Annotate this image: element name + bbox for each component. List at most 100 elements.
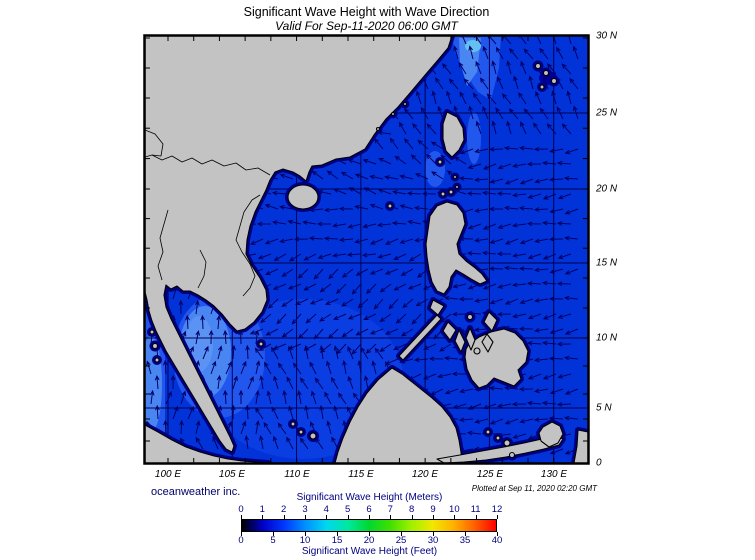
islet	[290, 421, 296, 427]
island-borneo	[334, 367, 463, 463]
colorbar-feet-tick-label: 20	[363, 535, 375, 546]
lon-label: 115 E	[348, 469, 374, 480]
island-mindanao	[464, 328, 529, 389]
island-hainan	[287, 184, 319, 210]
colorbar-meters-tick-label: 2	[281, 504, 287, 515]
island-andaman	[154, 357, 160, 363]
colorbar-tick	[475, 515, 477, 519]
island-masbate	[466, 313, 474, 321]
colorbar-tick	[241, 515, 242, 519]
colorbar-meters-tick-label: 0	[238, 504, 244, 515]
islet	[402, 101, 408, 107]
islet	[390, 111, 396, 117]
map-subtitle: Valid For Sep-11-2020 06:00 GMT	[275, 19, 458, 33]
colorbar-title-feet: Significant Wave Height (Feet)	[301, 546, 438, 557]
colorbar-feet-tick-label: 5	[270, 535, 276, 546]
colorbar-meters-tick-label: 8	[409, 504, 415, 515]
colorbar-tick	[390, 515, 392, 519]
colorbar-tick	[326, 515, 328, 519]
plotted-timestamp: Plotted at Sep 11, 2020 02:20 GMT	[471, 484, 597, 493]
colorbar-tick	[305, 532, 306, 536]
colorbar-tick	[497, 515, 498, 519]
colorbar-meters-tick-label: 10	[449, 504, 460, 515]
colorbar-tick	[433, 515, 434, 519]
island-leyte	[481, 333, 494, 353]
colorbar-title-meters: Significant Wave Height (Meters)	[296, 492, 443, 503]
island-luzon	[425, 201, 488, 295]
colorbar-meters-tick-label: 4	[323, 504, 329, 515]
country-borders	[145, 129, 271, 297]
colorbar-tick	[337, 532, 338, 536]
map-edge-ticks	[145, 36, 588, 463]
island-negros	[454, 329, 466, 353]
island-ryukyu	[550, 77, 558, 85]
lat-label: 5 N	[596, 402, 612, 414]
colorbar-meters-tick-label: 12	[491, 504, 503, 515]
island-mindoro	[429, 299, 445, 316]
island-ryukyu	[539, 84, 545, 90]
map-title: Significant Wave Height with Wave Direct…	[243, 5, 490, 19]
islet	[508, 451, 516, 459]
colorbar-tick	[369, 532, 370, 536]
colorbar-feet-tick-label: 35	[459, 535, 471, 546]
island-palawan	[398, 314, 442, 361]
lat-label: 30 N	[596, 30, 618, 42]
lon-label: 125 E	[476, 469, 504, 480]
lon-label: 110 E	[284, 469, 310, 480]
lat-label: 25 N	[596, 107, 618, 119]
colorbar-gradient	[241, 519, 497, 532]
colorbar-tick	[241, 532, 242, 536]
island-ryukyu	[534, 62, 542, 70]
colorbar-tick	[273, 532, 274, 536]
island-panay	[442, 321, 457, 341]
colorbar-feet-tick-label: 0	[238, 535, 244, 546]
island-samar	[483, 311, 498, 332]
lat-label: 10 N	[596, 332, 618, 344]
island-penghu	[437, 159, 443, 165]
island-andaman	[149, 329, 155, 335]
colorbar-feet-tick-label: 30	[427, 535, 439, 546]
colorbar-tick	[347, 515, 349, 519]
island-pratas	[387, 203, 393, 209]
island-condao	[258, 341, 264, 347]
colorbar-tick	[465, 532, 466, 536]
lat-label: 0	[596, 457, 602, 469]
lon-label: 120 E	[411, 469, 439, 480]
island-batanes	[454, 184, 460, 190]
lat-label: 15 N	[596, 257, 618, 269]
colorbar-feet-tick-label: 40	[491, 535, 503, 546]
colorbar-meters-tick-label: 6	[366, 504, 372, 515]
colorbar-tick	[305, 515, 306, 519]
colorbar-tick	[283, 515, 285, 519]
colorbar-tick	[401, 532, 402, 536]
land-masses	[145, 36, 588, 463]
colorbar-tick	[497, 532, 498, 536]
island-right-edge	[573, 429, 588, 463]
colorbar-feet-tick-label: 15	[331, 535, 343, 546]
lat-label: 20 N	[596, 183, 618, 195]
colorbar-tick	[433, 532, 434, 536]
credit-text: oceanweather inc.	[151, 486, 241, 498]
island-babuyan	[448, 189, 454, 195]
colorbar-meters-tick-label: 3	[302, 504, 308, 515]
islet	[495, 435, 501, 441]
island-ryukyu	[542, 69, 550, 77]
island-halmahera	[538, 421, 564, 448]
landmass-asia	[145, 36, 453, 453]
colorbar-feet-tick-label: 10	[299, 535, 311, 546]
island-andaman	[151, 342, 159, 350]
colorbar-tick	[411, 515, 413, 519]
islet	[375, 126, 381, 132]
colorbar-meters-tick-label: 5	[345, 504, 351, 515]
colorbar-feet-tick-label: 25	[395, 535, 407, 546]
colorbar-meters-tick-label: 7	[387, 504, 393, 515]
lon-label: 100 E	[154, 469, 182, 480]
wave-height-map-canvas	[143, 34, 590, 465]
colorbar-tick	[454, 515, 456, 519]
island-taiwan	[442, 111, 465, 158]
islet	[298, 429, 304, 435]
colorbar-tick	[262, 515, 264, 519]
island-bohol	[473, 347, 481, 355]
lon-label: 130 E	[540, 469, 568, 480]
